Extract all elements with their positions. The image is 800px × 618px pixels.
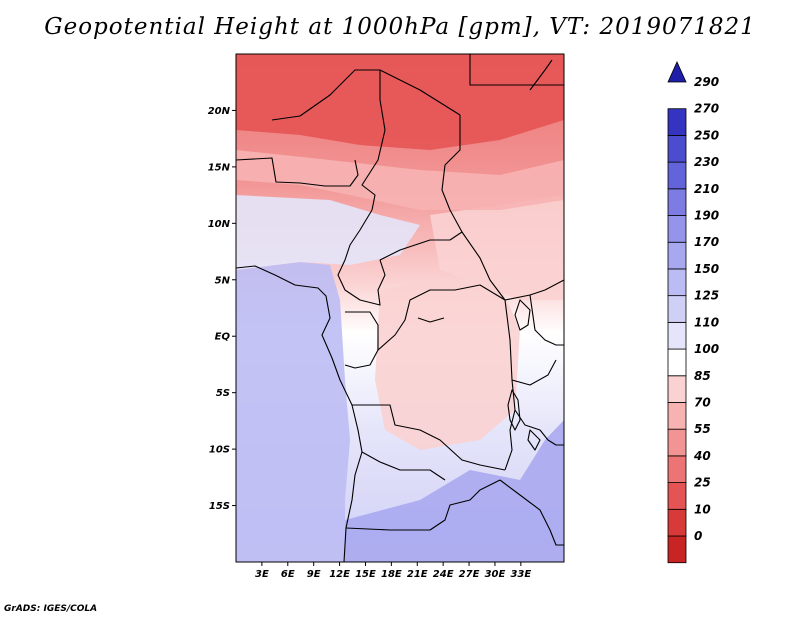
colorbar-label: 290 xyxy=(694,75,719,89)
colorbar-segment xyxy=(667,61,687,83)
colorbar-label: 230 xyxy=(694,155,719,169)
colorbar-label: 55 xyxy=(694,422,711,436)
colorbar-label: 125 xyxy=(694,289,719,303)
border-line xyxy=(441,115,564,301)
field-region-atlantic-south xyxy=(236,262,350,562)
y-axis: 20N 15N 10N 5N EQ 5S 10S 15S xyxy=(208,106,236,512)
lake-outline xyxy=(417,317,445,323)
x-tick-label: 33E xyxy=(510,569,531,580)
colorbar-segment xyxy=(667,215,687,243)
colorbar-segment xyxy=(667,402,687,430)
y-tick-label: 15S xyxy=(209,501,230,512)
coastline xyxy=(236,265,363,562)
border-line xyxy=(236,157,359,187)
colorbar-segment xyxy=(667,428,687,457)
border-line xyxy=(529,294,564,346)
y-tick-label: 10S xyxy=(209,445,230,456)
colorbar-segment xyxy=(667,482,687,510)
lake-outline xyxy=(507,389,521,431)
border-line xyxy=(499,479,564,546)
x-axis: 3E 6E 9E 12E 15E 18E 21E 24E 27E 30E 33E xyxy=(255,562,531,580)
grads-credit: GrADS: IGES/COLA xyxy=(4,604,98,614)
colorbar-label: 250 xyxy=(694,128,719,142)
border-line xyxy=(514,409,564,446)
colorbar-label: 0 xyxy=(694,529,702,543)
border-line xyxy=(469,54,564,86)
border-line xyxy=(352,404,506,471)
x-tick-label: 15E xyxy=(355,569,376,580)
colorbar-label: 70 xyxy=(694,395,711,409)
colorbar-label: 85 xyxy=(694,369,711,383)
border-line xyxy=(345,479,501,531)
colorbar-segment xyxy=(667,268,687,297)
map-frame xyxy=(235,53,565,563)
colorbar-label: 210 xyxy=(694,182,719,196)
colorbar-segment xyxy=(667,375,687,403)
border-line xyxy=(361,451,446,481)
colorbar-label: 25 xyxy=(694,476,711,490)
colorbar-label: 270 xyxy=(694,102,719,116)
border-line xyxy=(337,209,386,306)
border-line xyxy=(529,59,553,91)
x-tick-label: 30E xyxy=(485,569,506,580)
field-region-southern-africa xyxy=(345,420,564,562)
colorbar-label: 10 xyxy=(694,502,711,516)
colorbar-segment xyxy=(667,321,687,350)
colorbar-label: 190 xyxy=(694,209,719,223)
colorbar-segment xyxy=(667,455,687,483)
y-tick-label: 10N xyxy=(208,219,231,230)
field-region-gulf-of-guinea xyxy=(236,195,420,270)
x-tick-label: 12E xyxy=(329,569,350,580)
colorbar-label: 170 xyxy=(694,235,719,249)
field-region-sahel xyxy=(236,150,564,210)
y-tick-label: 15N xyxy=(208,162,231,173)
colorbar-label: 40 xyxy=(693,449,711,463)
colorbar-label: 110 xyxy=(694,315,719,329)
x-tick-label: 27E xyxy=(459,569,480,580)
x-tick-label: 6E xyxy=(281,569,295,580)
border-line xyxy=(379,231,463,261)
border-line xyxy=(511,359,557,386)
map-title: Geopotential Height at 1000hPa [gpm], VT… xyxy=(44,14,756,40)
border-line xyxy=(377,284,506,351)
y-tick-label: 5N xyxy=(215,275,231,286)
colorbar: 0 10 25 40 55 70 85 100 110 125 150 170 190 210 230 250… xyxy=(667,61,719,564)
field-region-congo-basin xyxy=(375,280,520,450)
y-tick-label: EQ xyxy=(215,332,231,343)
lake-outline xyxy=(527,429,541,451)
colorbar-segment xyxy=(667,188,687,216)
x-tick-label: 3E xyxy=(255,569,269,580)
border-line xyxy=(361,70,386,211)
colorbar-segment xyxy=(667,241,687,270)
colorbar-segment xyxy=(667,348,687,377)
lake-outline xyxy=(514,299,531,331)
field-region-central-africa-east xyxy=(430,195,564,300)
colorbar-segment xyxy=(667,535,687,564)
field-region-north-sahara xyxy=(236,54,564,150)
colorbar-segment xyxy=(667,508,687,537)
y-tick-label: 20N xyxy=(208,106,231,117)
x-tick-label: 21E xyxy=(407,569,428,580)
x-tick-label: 18E xyxy=(381,569,402,580)
colorbar-label: 150 xyxy=(694,262,719,276)
map-field xyxy=(236,54,564,562)
colorbar-segment xyxy=(667,108,687,136)
colorbar-segment xyxy=(667,161,687,190)
colorbar-segment xyxy=(667,135,687,163)
x-tick-label: 9E xyxy=(307,569,321,580)
colorbar-label: 100 xyxy=(694,342,719,356)
coastline-borders xyxy=(236,54,564,562)
y-tick-label: 5S xyxy=(216,388,230,399)
x-tick-label: 24E xyxy=(433,569,454,580)
colorbar-segment xyxy=(667,295,687,323)
border-line xyxy=(271,69,461,121)
